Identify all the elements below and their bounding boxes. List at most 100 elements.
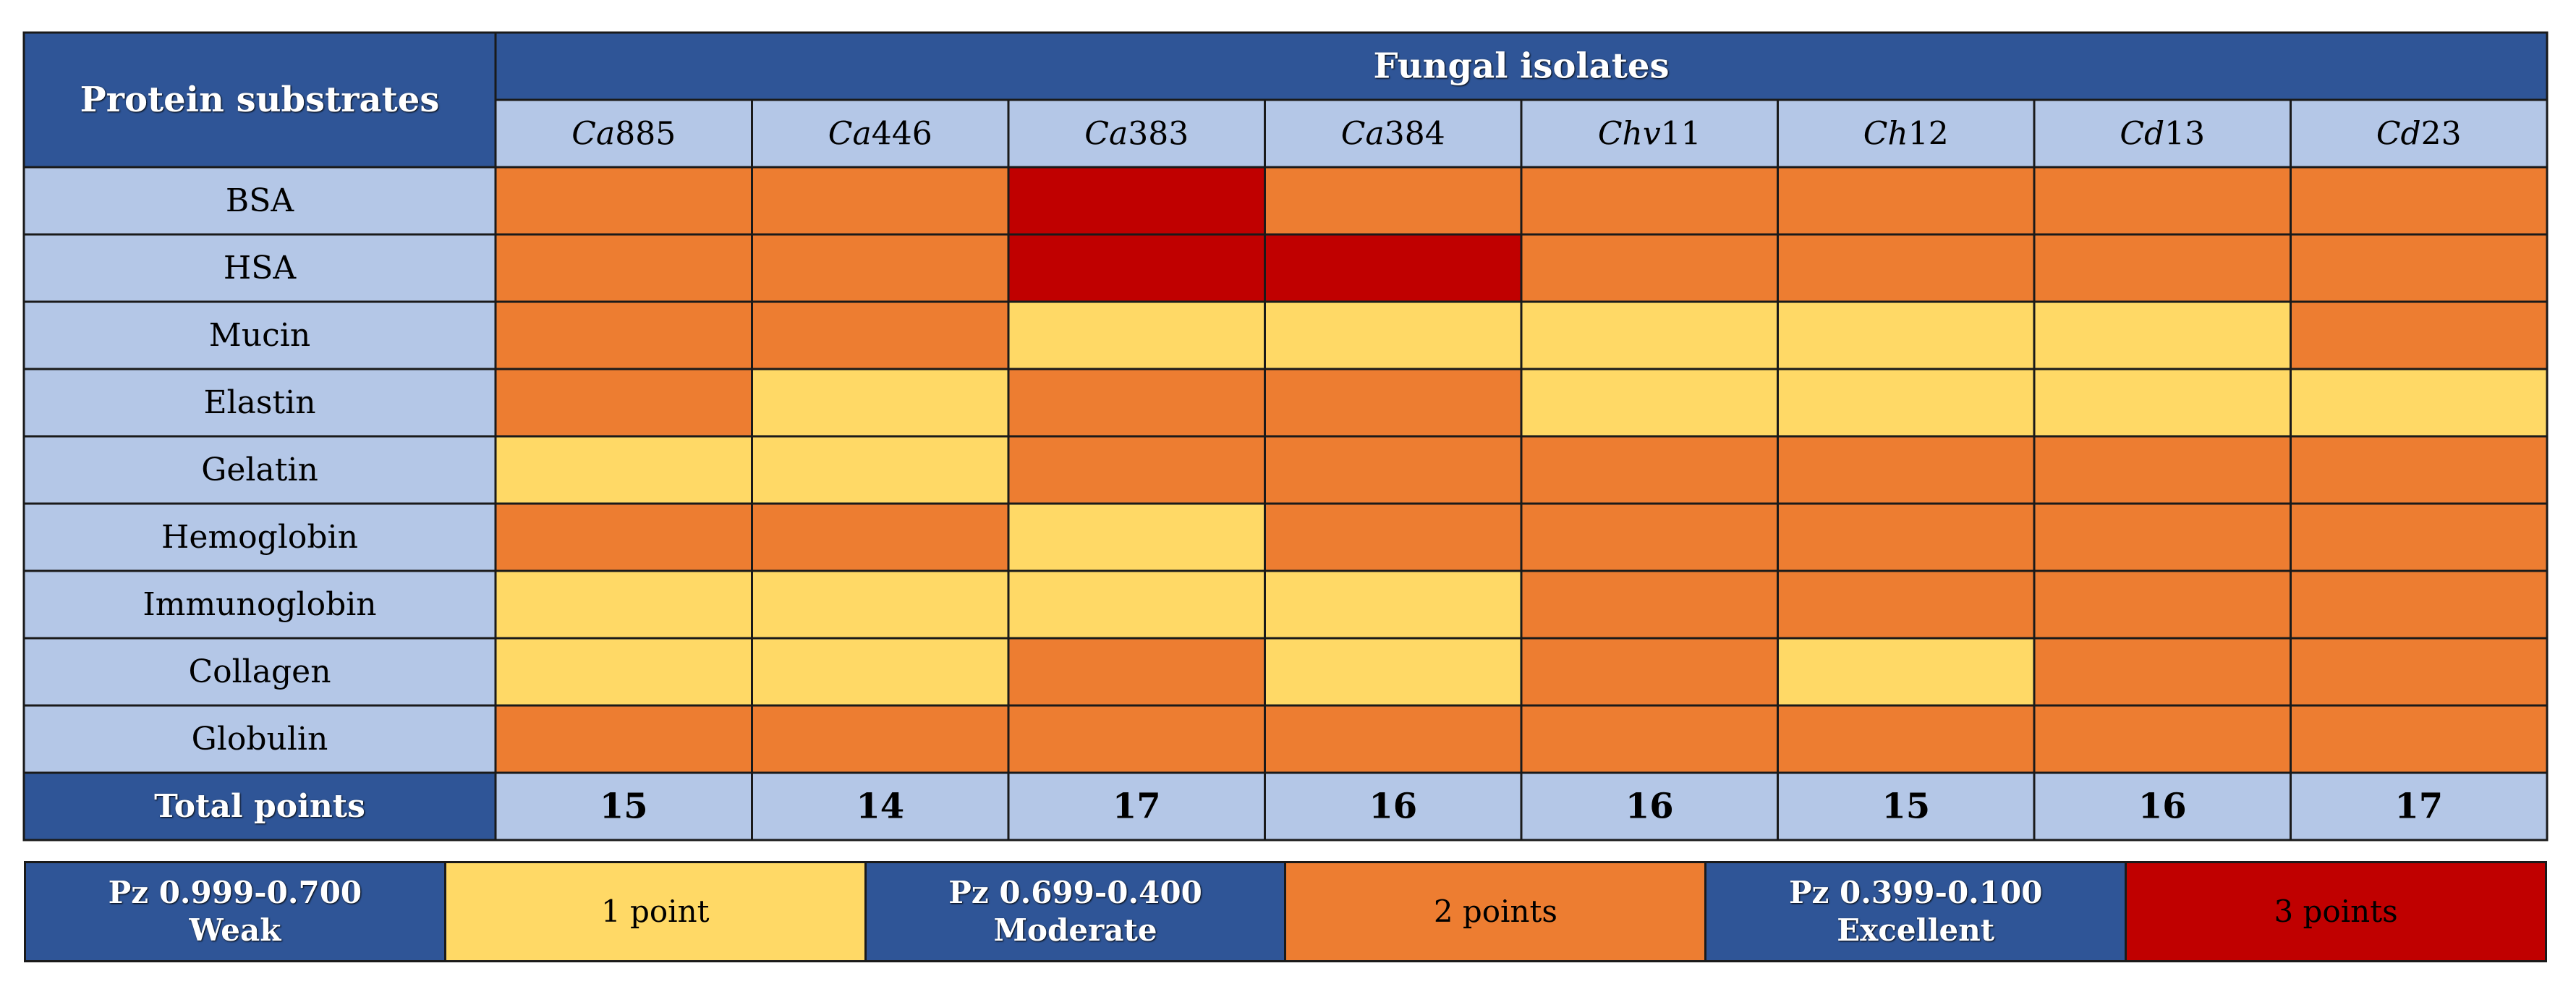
heatmap-cell <box>1520 502 1779 572</box>
column-header-cell <box>494 98 753 169</box>
heatmap-cell <box>2033 502 2292 572</box>
heatmap-cell <box>1264 233 1523 303</box>
heatmap-cell <box>494 637 753 707</box>
heatmap-cell <box>2290 300 2549 370</box>
heatmap-table: Protein substrates Fungal isolates Ca885 Ca… <box>22 31 2549 841</box>
column-header-label: Ca446 <box>828 115 932 152</box>
column-header-label: Ca885 <box>571 115 676 152</box>
heatmap-cell <box>1520 300 1779 370</box>
heatmap-cell <box>1007 166 1266 236</box>
row-label-cell <box>22 704 497 774</box>
heatmap-cell <box>494 368 753 438</box>
total-cell <box>2033 771 2292 841</box>
heatmap-cell <box>1264 637 1523 707</box>
heatmap-cell <box>1520 704 1779 774</box>
heatmap-cell <box>751 368 1010 438</box>
heatmap-cell <box>1777 704 2036 774</box>
heatmap-cell <box>1007 569 1266 640</box>
column-header-label: Ca384 <box>1341 115 1445 152</box>
heatmap-cell <box>751 569 1010 640</box>
heatmap-cell <box>2290 166 2549 236</box>
heatmap-cell <box>1007 300 1266 370</box>
row-label-cell <box>22 569 497 640</box>
row-label: Hemoglobin <box>161 519 358 556</box>
total-value: 16 <box>2138 787 2187 827</box>
row-label: BSA <box>226 182 294 219</box>
heatmap-cell <box>1264 502 1523 572</box>
column-header-label: Ch12 <box>1863 115 1949 152</box>
column-header-cell <box>2290 98 2549 169</box>
heatmap-cell <box>1520 166 1779 236</box>
heatmap-cell <box>1777 569 2036 640</box>
heatmap-cell <box>751 166 1010 236</box>
legend-weak-swatch: 1 point <box>446 863 867 960</box>
heatmap-cell <box>1264 166 1523 236</box>
heatmap-cell <box>1007 704 1266 774</box>
total-value: 14 <box>856 787 904 827</box>
column-header-label: Cd13 <box>2120 115 2205 152</box>
column-header-cell <box>1264 98 1523 169</box>
heatmap-cell <box>1007 637 1266 707</box>
heatmap-cell <box>2290 502 2549 572</box>
heatmap-cell <box>751 435 1010 505</box>
total-value: 16 <box>1369 787 1417 827</box>
row-label-cell <box>22 637 497 707</box>
heatmap-cell <box>1777 637 2036 707</box>
row-header-text: Protein substrates <box>80 80 440 120</box>
row-label-cell <box>22 502 497 572</box>
total-cell <box>494 771 753 841</box>
heatmap-cell <box>2033 704 2292 774</box>
row-label: Immunoglobin <box>143 586 376 623</box>
heatmap-cell <box>2290 435 2549 505</box>
heatmap-cell <box>2290 368 2549 438</box>
row-label: HSA <box>224 250 297 287</box>
legend: Pz 0.999-0.700 Weak 1 point Pz 0.699-0.4… <box>24 861 2547 962</box>
legend-moderate-points: 2 points <box>1433 893 1557 929</box>
heatmap-cell <box>2033 166 2292 236</box>
row-label: Collagen <box>188 653 331 690</box>
legend-weak-points: 1 point <box>600 893 710 929</box>
legend-weak-level: Weak <box>189 912 281 948</box>
heatmap-cell <box>2290 233 2549 303</box>
heatmap-cell <box>2290 569 2549 640</box>
heatmap-cell <box>1777 368 2036 438</box>
heatmap-cell <box>494 435 753 505</box>
heatmap-cell <box>2033 300 2292 370</box>
heatmap-cell <box>494 300 753 370</box>
totals-label-cell <box>22 771 497 841</box>
row-label: Mucin <box>209 317 310 354</box>
heatmap-cell <box>1520 637 1779 707</box>
heatmap-cell <box>1007 368 1266 438</box>
heatmap-cell <box>494 166 753 236</box>
row-label: Globulin <box>192 721 328 758</box>
heatmap-cell <box>751 502 1010 572</box>
total-cell <box>1520 771 1779 841</box>
heatmap-cell <box>2033 368 2292 438</box>
heatmap-cell <box>494 502 753 572</box>
heatmap-cell <box>1264 704 1523 774</box>
heatmap-cell <box>1264 569 1523 640</box>
total-cell <box>751 771 1010 841</box>
heatmap-cell <box>1520 435 1779 505</box>
total-cell <box>2290 771 2549 841</box>
row-label: Elastin <box>203 384 315 421</box>
row-label-cell <box>22 368 497 438</box>
heatmap-cell <box>2033 233 2292 303</box>
legend-weak-label: Pz 0.999-0.700 Weak <box>26 863 446 960</box>
legend-excellent-swatch: 3 points <box>2127 863 2545 960</box>
heatmap-cell <box>1777 435 2036 505</box>
heatmap-cell <box>1777 502 2036 572</box>
row-label: Gelatin <box>201 452 318 488</box>
heatmap-cell <box>751 300 1010 370</box>
heatmap-cell <box>1264 368 1523 438</box>
chart-title: Fungal isolates <box>1374 46 1670 87</box>
legend-moderate-level: Moderate <box>993 912 1157 948</box>
row-header-cell <box>22 31 497 169</box>
totals-label: Total points <box>154 788 365 825</box>
total-value: 17 <box>2394 787 2443 827</box>
heatmap-cell <box>2033 569 2292 640</box>
legend-excellent-label: Pz 0.399-0.100 Excellent <box>1706 863 2127 960</box>
column-header-label: Chv11 <box>1598 115 1701 152</box>
row-label-cell <box>22 233 497 303</box>
heatmap-cell <box>494 569 753 640</box>
